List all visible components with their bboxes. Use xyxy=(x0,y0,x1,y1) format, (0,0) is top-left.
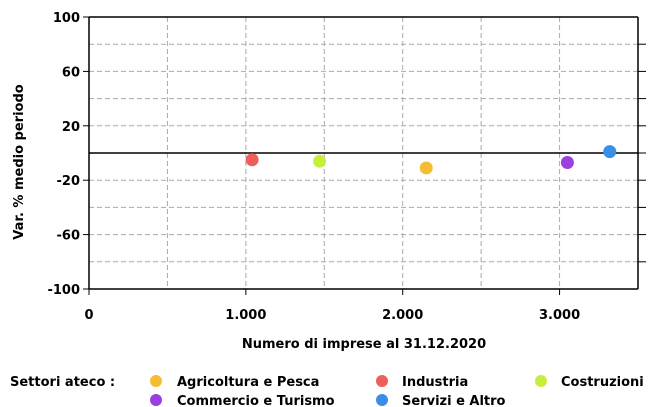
legend-label: Agricoltura e Pesca xyxy=(177,375,319,390)
legend-marker xyxy=(376,394,388,406)
legend-marker xyxy=(150,394,162,406)
data-point xyxy=(245,153,259,167)
legend-marker xyxy=(150,375,162,387)
legend: Settori ateco : Agricoltura e Pesca Indus… xyxy=(10,375,644,407)
x-tick-label: 0 xyxy=(84,308,93,323)
y-tick-label: -100 xyxy=(47,283,80,298)
y-axis-title: Var. % medio periodo xyxy=(12,84,27,240)
y-tick-label: -60 xyxy=(57,229,81,244)
x-tick-label: 2.000 xyxy=(382,308,423,323)
data-point xyxy=(313,154,327,168)
legend-marker xyxy=(376,375,388,387)
tick-labels: 100 60 20 -20 -60 -100 0 1.000 2.000 3.000 xyxy=(47,11,580,323)
x-tick-label: 3.000 xyxy=(539,308,580,323)
axes xyxy=(83,16,646,295)
legend-label: Commercio e Turismo xyxy=(177,394,335,407)
data-point xyxy=(603,145,617,159)
legend-title: Settori ateco : xyxy=(10,375,115,390)
data-point xyxy=(419,161,433,175)
y-tick-label: 20 xyxy=(62,120,80,135)
legend-label: Servizi e Altro xyxy=(402,394,506,407)
y-tick-label: 60 xyxy=(62,65,80,80)
legend-label: Industria xyxy=(402,375,468,390)
data-points xyxy=(245,145,617,175)
x-axis-title: Numero di imprese al 31.12.2020 xyxy=(242,337,486,352)
legend-marker xyxy=(535,375,547,387)
y-tick-label: -20 xyxy=(57,174,81,189)
y-tick-label: 100 xyxy=(53,11,80,26)
x-tick-label: 1.000 xyxy=(225,308,266,323)
legend-label: Costruzioni xyxy=(561,375,644,390)
data-point xyxy=(560,156,574,170)
